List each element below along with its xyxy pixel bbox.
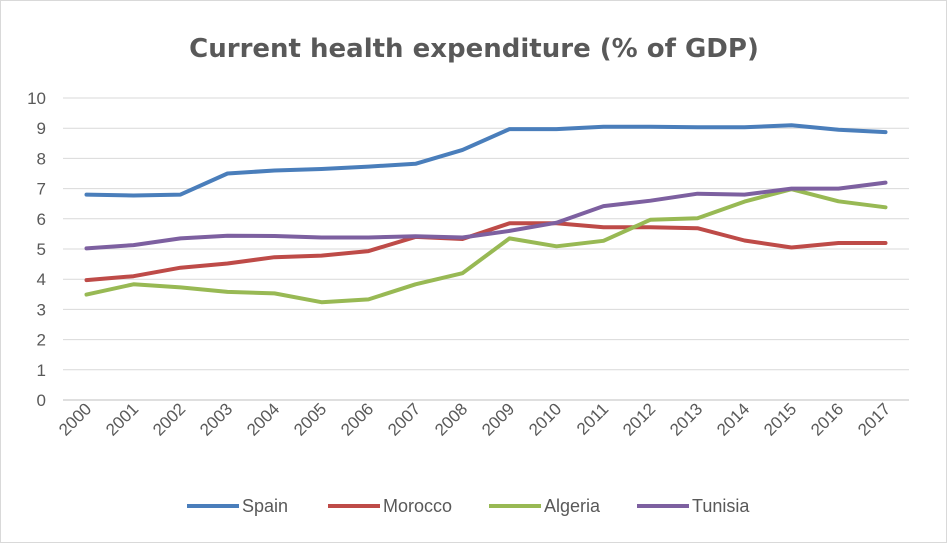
legend-item-tunisia: Tunisia	[637, 496, 750, 516]
legend-item-algeria: Algeria	[489, 496, 601, 516]
y-tick-label: 10	[27, 89, 46, 108]
x-axis-ticks: 2000 2001 2002 2003 2004 2005 2006 2007 2008 2009…	[55, 399, 894, 439]
series-line-algeria	[84, 187, 888, 305]
x-tick-label: 2001	[102, 399, 142, 439]
x-tick-label: 2003	[196, 399, 236, 439]
x-tick-label: 2013	[666, 399, 706, 439]
legend-item-morocco: Morocco	[328, 496, 452, 516]
x-tick-label: 2008	[431, 399, 471, 439]
y-tick-label: 5	[37, 240, 46, 259]
y-tick-label: 2	[37, 331, 46, 350]
legend: Spain Morocco Algeria Tunisia	[187, 496, 750, 516]
x-tick-label: 2017	[854, 399, 894, 439]
x-tick-label: 2006	[337, 399, 377, 439]
x-tick-label: 2014	[713, 399, 753, 439]
x-tick-label: 2000	[55, 399, 95, 439]
x-tick-label: 2015	[760, 399, 800, 439]
x-tick-label: 2010	[525, 399, 565, 439]
series-line-spain	[84, 123, 888, 198]
legend-item-spain: Spain	[187, 496, 288, 516]
y-tick-label: 4	[37, 270, 46, 289]
x-tick-label: 2005	[290, 399, 330, 439]
legend-label: Algeria	[544, 496, 601, 516]
y-tick-label: 8	[37, 149, 46, 168]
legend-label: Tunisia	[692, 496, 750, 516]
gridlines	[63, 97, 909, 401]
x-tick-label: 2004	[243, 399, 283, 439]
x-tick-label: 2016	[807, 399, 847, 439]
legend-label: Morocco	[383, 496, 452, 516]
y-tick-label: 9	[37, 119, 46, 138]
y-tick-label: 0	[37, 391, 46, 410]
y-axis-ticks: 0 1 2 3 4 5 6 7 8 9 10	[27, 89, 46, 410]
x-tick-label: 2012	[619, 399, 659, 439]
series-lines	[84, 123, 888, 305]
y-tick-label: 7	[37, 180, 46, 199]
x-tick-label: 2009	[478, 399, 518, 439]
y-tick-label: 6	[37, 210, 46, 229]
y-tick-label: 3	[37, 300, 46, 319]
y-tick-label: 1	[37, 361, 46, 380]
chart-title: Current health expenditure (% of GDP)	[189, 34, 759, 64]
series-line-tunisia	[84, 180, 888, 251]
x-tick-label: 2007	[384, 399, 424, 439]
series-line-morocco	[84, 221, 888, 283]
x-tick-label: 2002	[149, 399, 189, 439]
x-tick-label: 2011	[573, 399, 612, 438]
legend-label: Spain	[242, 496, 288, 516]
